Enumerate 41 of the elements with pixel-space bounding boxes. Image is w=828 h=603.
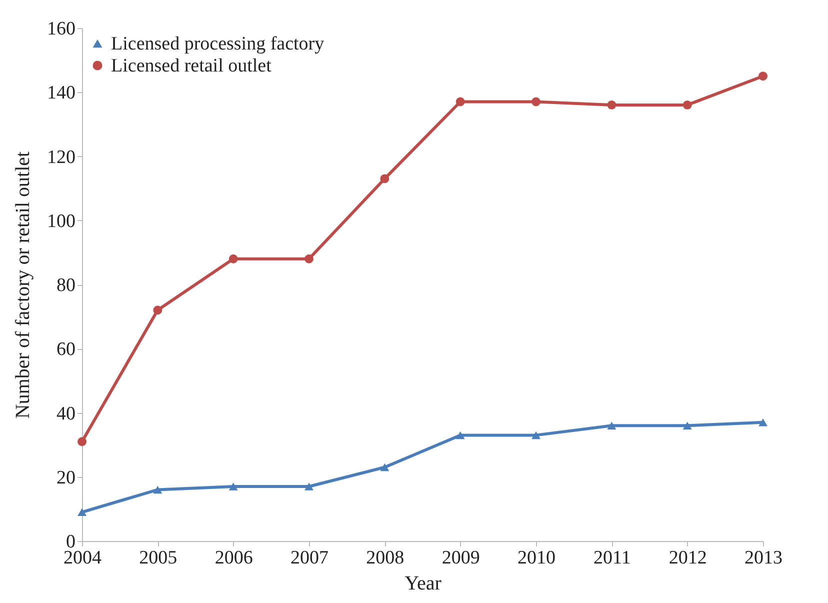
point bbox=[682, 100, 692, 110]
y-tick-label: 140 bbox=[47, 82, 76, 104]
point bbox=[758, 72, 768, 81]
point bbox=[380, 463, 390, 472]
point bbox=[682, 422, 692, 430]
point bbox=[532, 431, 540, 440]
y-tick-label: 80 bbox=[56, 275, 76, 296]
point bbox=[456, 431, 465, 440]
y-tick-label: 40 bbox=[56, 403, 76, 424]
y-tick-label: 160 bbox=[47, 18, 76, 40]
point bbox=[78, 508, 86, 516]
x-tick-label: 2006 bbox=[214, 548, 253, 568]
x-tick-label: 2007 bbox=[290, 548, 328, 568]
x-tick-label: 2010 bbox=[518, 548, 556, 568]
point bbox=[153, 306, 162, 315]
x-tick-label: 2012 bbox=[668, 548, 707, 568]
y-tick-label: 100 bbox=[47, 210, 76, 232]
x-tick-label: 2005 bbox=[139, 548, 178, 568]
point bbox=[153, 486, 162, 494]
y-tick-label: 20 bbox=[56, 467, 76, 488]
y-axis-title: Number of factory or retail outlet bbox=[12, 151, 34, 419]
point bbox=[607, 422, 616, 430]
point bbox=[228, 254, 238, 264]
x-tick-label: 2009 bbox=[442, 548, 480, 568]
point bbox=[78, 437, 86, 446]
y-tick-label: 120 bbox=[47, 146, 76, 168]
point bbox=[304, 482, 314, 490]
point bbox=[304, 254, 314, 264]
legend-label: Licensed retail outlet bbox=[111, 56, 272, 76]
x-tick-label: 2011 bbox=[594, 548, 631, 568]
point bbox=[607, 100, 616, 110]
legend-label: Licensed processing factory bbox=[111, 34, 325, 54]
point bbox=[228, 482, 238, 490]
point bbox=[532, 97, 540, 106]
x-tick-label: 2008 bbox=[366, 548, 404, 568]
y-tick-label: 60 bbox=[56, 339, 76, 360]
x-tick-label: 2013 bbox=[744, 548, 782, 568]
point bbox=[456, 97, 465, 106]
x-axis-title: Year bbox=[404, 572, 442, 594]
point bbox=[758, 418, 768, 426]
point bbox=[380, 174, 390, 184]
